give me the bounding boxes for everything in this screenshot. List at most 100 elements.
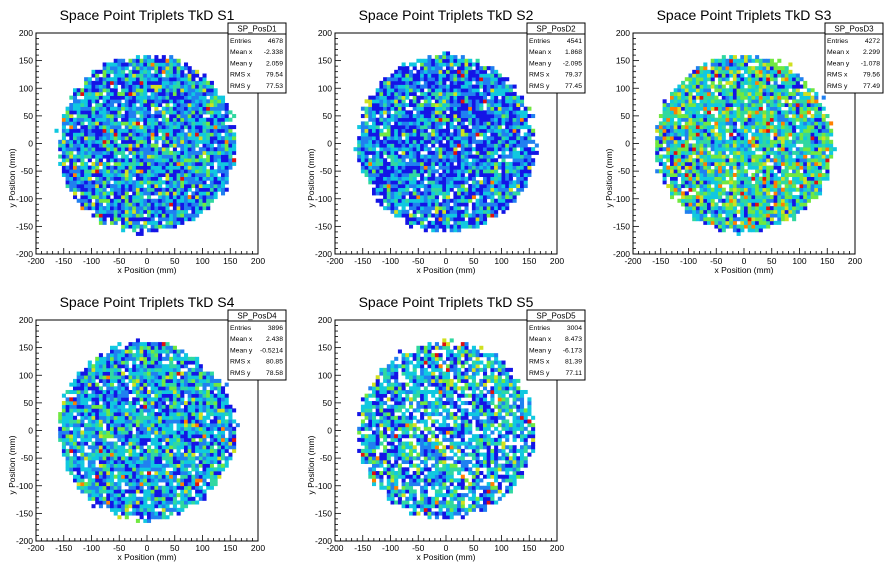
heatmap-cell	[169, 80, 174, 85]
heatmap-cell	[707, 195, 712, 200]
heatmap-cell	[427, 209, 432, 214]
heatmap-cell	[110, 202, 115, 207]
heatmap-cell	[394, 202, 399, 207]
heatmap-cell	[508, 172, 513, 177]
heatmap-cell	[121, 95, 126, 100]
heatmap-cell	[102, 73, 107, 78]
heatmap-cell	[420, 147, 425, 152]
heatmap-cell	[58, 147, 63, 152]
heatmap-cell	[707, 99, 712, 104]
heatmap-cell	[446, 73, 451, 78]
heatmap-cell	[135, 231, 140, 236]
heatmap-cell	[710, 102, 715, 108]
heatmap-cell	[91, 180, 96, 185]
heatmap-cell	[121, 213, 126, 218]
heatmap-cell	[762, 139, 767, 144]
heatmap-cell	[431, 80, 436, 85]
heatmap-cell	[781, 84, 786, 89]
heatmap-cell	[732, 110, 737, 115]
heatmap-cell	[766, 132, 771, 137]
heatmap-cell	[508, 110, 513, 115]
heatmap-cell	[471, 84, 476, 89]
heatmap-cell	[773, 220, 778, 225]
heatmap-cell	[490, 95, 495, 100]
heatmap-cell	[135, 191, 140, 196]
heatmap-cell	[729, 95, 734, 100]
heatmap-cell	[732, 95, 737, 100]
heatmap-cell	[165, 169, 170, 174]
heatmap-cell	[390, 209, 395, 214]
heatmap-cell	[180, 172, 185, 177]
heatmap-cell	[191, 184, 196, 189]
heatmap-cell	[423, 62, 428, 67]
heatmap-cell	[692, 110, 697, 115]
heatmap-cell	[658, 132, 663, 137]
heatmap-cell	[113, 150, 118, 155]
heatmap-cell	[501, 184, 506, 189]
heatmap-cell	[412, 99, 417, 104]
heatmap-cell	[718, 184, 723, 189]
heatmap-cell	[76, 110, 81, 115]
heatmap-cell	[460, 88, 465, 93]
heatmap-cell	[198, 110, 203, 115]
heatmap-cell	[460, 117, 465, 122]
heatmap-cell	[169, 132, 174, 137]
heatmap-cell	[788, 132, 793, 137]
heatmap-cell	[788, 165, 793, 170]
heatmap-cell	[58, 154, 63, 159]
heatmap-cell	[176, 158, 181, 163]
heatmap-cell	[431, 165, 436, 170]
heatmap-cell	[91, 106, 96, 111]
heatmap-cell	[84, 91, 89, 96]
heatmap-cell	[762, 172, 767, 177]
heatmap-cell	[788, 147, 793, 152]
heatmap-cell	[423, 84, 428, 89]
heatmap-cell	[699, 198, 704, 203]
heatmap-cell	[516, 114, 521, 119]
heatmap-cell	[427, 121, 432, 126]
heatmap-cell	[662, 121, 667, 126]
heatmap-cell	[110, 80, 115, 85]
heatmap-cell	[221, 99, 226, 104]
heatmap-cell	[176, 99, 181, 104]
heatmap-cell	[512, 121, 517, 126]
heatmap-cell	[113, 121, 118, 126]
heatmap-cell	[662, 132, 667, 137]
heatmap-cell	[76, 154, 81, 159]
heatmap-cell	[113, 77, 118, 82]
heatmap-cell	[490, 143, 495, 148]
heatmap-cell	[773, 106, 778, 111]
heatmap-cell	[468, 66, 473, 71]
heatmap-cell	[721, 161, 726, 166]
heatmap-cell	[172, 91, 177, 96]
heatmap-cell	[703, 99, 708, 104]
heatmap-cell	[762, 169, 767, 174]
heatmap-cell	[128, 147, 133, 152]
heatmap-cell	[442, 224, 447, 229]
heatmap-cell	[161, 150, 166, 155]
heatmap-cell	[102, 161, 107, 166]
heatmap-cell	[375, 139, 380, 144]
heatmap-cell	[187, 132, 192, 137]
heatmap-cell	[736, 139, 741, 144]
heatmap-cell	[76, 88, 81, 93]
heatmap-cell	[69, 184, 74, 189]
heatmap-cell	[729, 180, 734, 185]
heatmap-cell	[446, 150, 451, 155]
heatmap-cell	[468, 121, 473, 126]
heatmap-cell	[360, 132, 365, 137]
heatmap-cell	[460, 158, 465, 163]
heatmap-cell	[217, 110, 222, 115]
heatmap-cell	[471, 220, 476, 225]
heatmap-cell	[232, 114, 237, 119]
heatmap-cell	[386, 91, 391, 96]
heatmap-cell	[755, 132, 760, 137]
heatmap-cell	[176, 213, 181, 218]
heatmap-cell	[486, 180, 491, 185]
heatmap-cell	[707, 172, 712, 177]
heatmap-cell	[198, 114, 203, 119]
heatmap-cell	[368, 132, 373, 137]
heatmap-cell	[427, 91, 432, 96]
heatmap-cell	[375, 125, 380, 130]
heatmap-cell	[438, 172, 443, 177]
